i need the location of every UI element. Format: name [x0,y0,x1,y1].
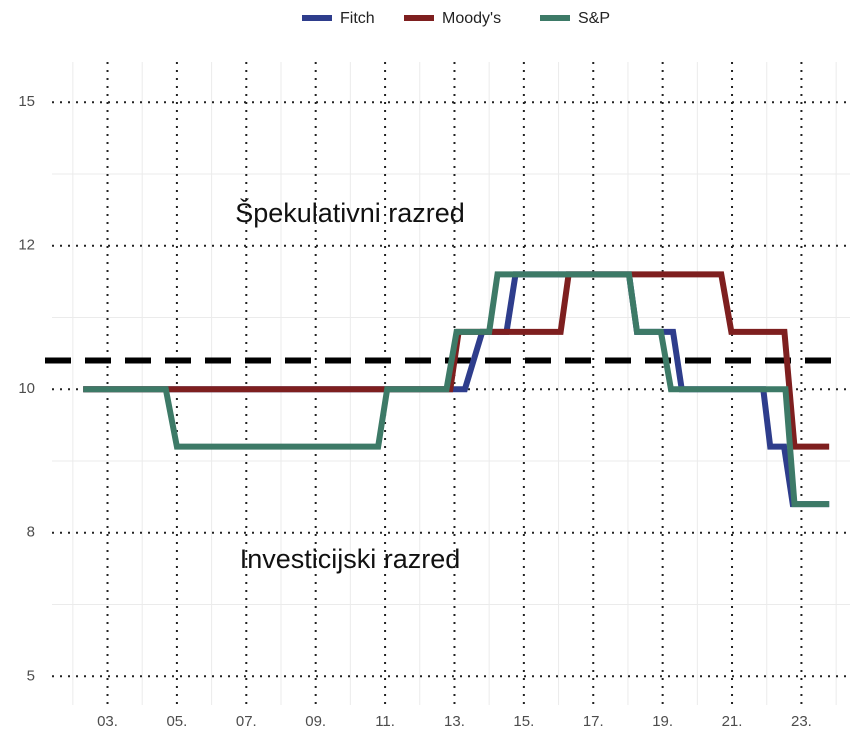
x-tick-label: 13. [444,713,465,730]
y-tick-label: 8 [27,524,35,541]
y-tick-label: 10 [18,380,35,397]
y-tick-label: 5 [27,667,35,684]
x-tick-label: 21. [722,713,743,730]
legend-label: Moody's [442,10,501,27]
y-tick-label: 12 [18,237,35,254]
x-tick-label: 15. [513,713,534,730]
x-tick-label: 23. [791,713,812,730]
x-tick-label: 09. [305,713,326,730]
legend-label: S&P [578,10,610,27]
x-tick-label: 11. [375,713,395,730]
x-tick-label: 19. [652,713,673,730]
x-tick-label: 05. [166,713,187,730]
y-tick-label: 15 [18,93,35,110]
legend-label: Fitch [340,10,375,27]
line-series [83,271,830,450]
x-tick-label: 03. [97,713,118,730]
x-tick-label: 17. [583,713,604,730]
annotation: Špekulativni razred [235,197,465,228]
annotation: Investicijski razred [240,544,461,574]
line-series [83,271,830,508]
x-tick-label: 07. [236,713,257,730]
